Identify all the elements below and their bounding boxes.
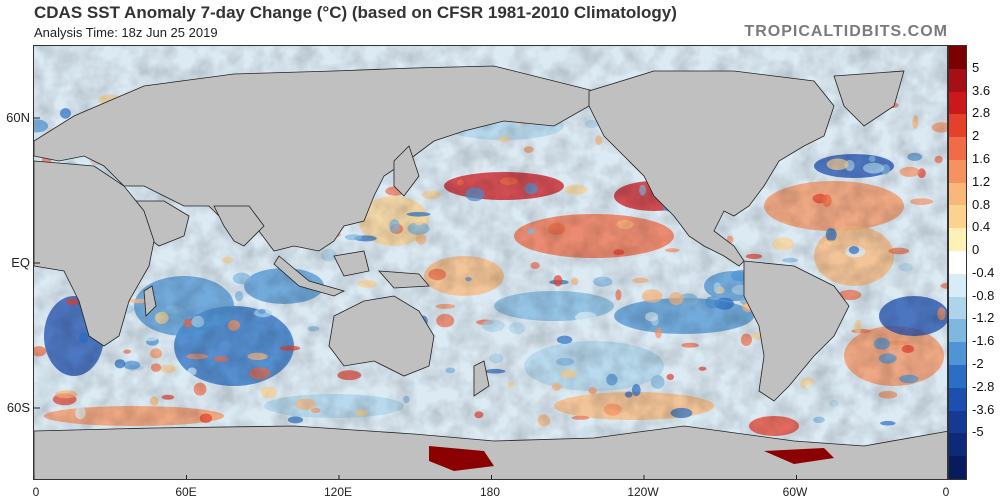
colorbar-swatch (949, 319, 966, 343)
colorbar-label: -0.8 (972, 287, 995, 303)
colorbar-swatch (949, 273, 966, 297)
greenland (833, 70, 905, 127)
colorbar-swatch (949, 228, 966, 252)
colorbar-swatch (949, 296, 966, 320)
colorbar-label: -3.6 (972, 401, 995, 417)
colorbar-label: 1.6 (972, 150, 991, 166)
colorbar-swatch (949, 68, 966, 92)
colorbar-label: 2.8 (972, 105, 991, 121)
africa (34, 160, 155, 347)
lon-label-60w: 60W (782, 485, 808, 499)
colorbar-label: -5 (972, 424, 984, 440)
colorbar-label: 0.8 (972, 196, 991, 212)
lat-label-eq: EQ (11, 255, 30, 270)
colorbar-swatch (949, 387, 966, 411)
madagascar (143, 285, 157, 317)
colorbar-swatch (949, 364, 966, 388)
eurasia (34, 65, 595, 252)
graticule-ticks (34, 117, 797, 479)
weddell-ice-anomaly (764, 448, 834, 464)
colorbar-swatch (949, 46, 966, 69)
map-title: CDAS SST Anomaly 7-day Change (°C) (base… (34, 3, 677, 22)
sumatra-java (273, 255, 346, 297)
colorbar-swatch (949, 433, 966, 457)
colorbar-swatch (949, 91, 966, 115)
colorbar-swatch (949, 205, 966, 229)
sst-map-svg (34, 46, 947, 479)
colorbar-label: 0 (972, 242, 980, 258)
colorbar-label: -2 (972, 356, 984, 372)
colorbar-swatch (949, 137, 966, 160)
lon-label-0-right: 0 (942, 485, 950, 499)
colorbar-label: -1.6 (972, 333, 995, 349)
colorbar-label: 3.6 (972, 82, 991, 98)
colorbar-swatch (949, 159, 966, 183)
sst-map (33, 45, 948, 480)
india (213, 205, 265, 247)
brand-watermark: TROPICALTIDBITS.COM (744, 23, 948, 40)
japan (393, 145, 420, 197)
new-guinea (378, 270, 430, 289)
colorbar (948, 45, 967, 480)
lat-label-60n: 60N (6, 110, 30, 125)
lon-label-180: 180 (479, 485, 501, 499)
antarctica (34, 425, 947, 479)
colorbar-swatch (949, 410, 966, 434)
colorbar-swatch (949, 251, 966, 274)
australia (328, 295, 435, 377)
colorbar-label: 2 (972, 128, 980, 144)
new-zealand (473, 360, 490, 397)
lon-label-120w: 120W (627, 485, 659, 499)
colorbar-swatch (949, 182, 966, 206)
colorbar-label: 1.2 (972, 173, 991, 189)
lat-label-60s: 60S (6, 400, 30, 415)
colorbar-label: -2.8 (972, 378, 995, 394)
south-america (743, 260, 850, 402)
colorbar-label: 0.4 (972, 219, 991, 235)
colorbar-swatch (949, 456, 966, 479)
colorbar-label: -1.2 (972, 310, 995, 326)
analysis-time: Analysis Time: 18z Jun 25 2019 (34, 25, 218, 40)
lon-label-120e: 120E (323, 485, 353, 499)
lon-label-0: 0 (32, 485, 40, 499)
colorbar-swatch (949, 114, 966, 138)
colorbar-label: -0.4 (972, 264, 995, 280)
land-masses (34, 65, 947, 479)
north-america (588, 70, 835, 267)
antarctic-ice-anomaly (429, 446, 494, 471)
colorbar-swatch (949, 342, 966, 365)
colorbar-label: 5 (972, 59, 980, 75)
borneo (333, 250, 370, 277)
lon-label-60e: 60E (175, 485, 197, 499)
